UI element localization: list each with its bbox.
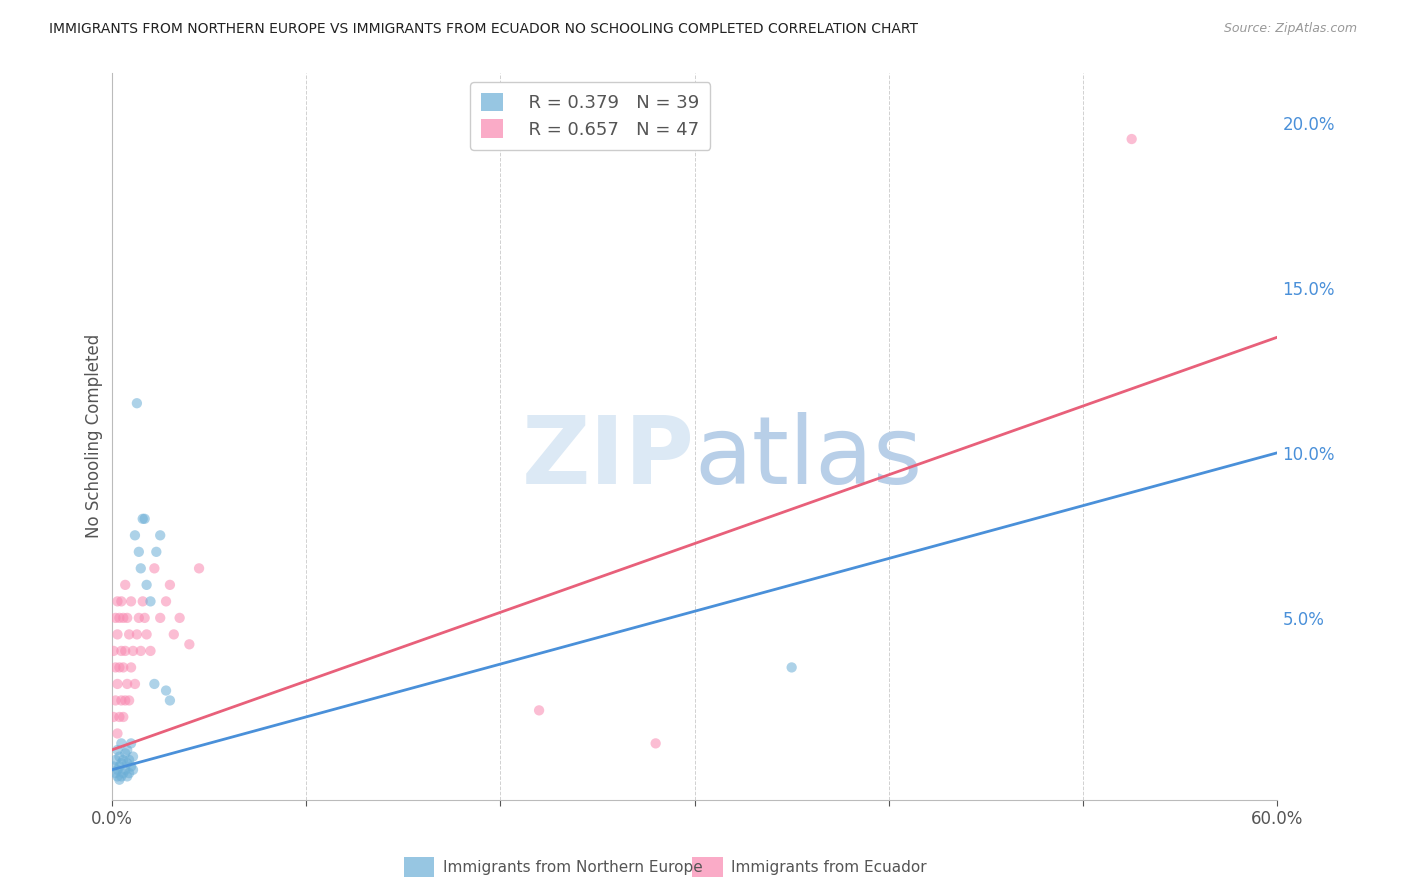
Point (104, 660, 127, 674)
Point (118, 753, 141, 767)
Point (114, 644, 136, 658)
Point (139, 644, 162, 658)
Point (115, 611, 138, 625)
Point (139, 594, 162, 608)
Point (134, 611, 156, 625)
Point (163, 627, 186, 641)
Point (143, 677, 166, 691)
Text: Immigrants from Ecuador: Immigrants from Ecuador (731, 861, 927, 875)
Point (120, 759, 142, 773)
Point (115, 677, 138, 691)
Point (122, 763, 145, 777)
Point (124, 528, 146, 542)
Point (1121, 132, 1143, 146)
Point (103, 759, 125, 773)
Point (112, 710, 135, 724)
Point (112, 611, 135, 625)
Point (125, 627, 148, 641)
Text: R = 0.379: R = 0.379 (508, 94, 598, 112)
Point (114, 746, 136, 760)
Point (107, 769, 129, 783)
Point (108, 749, 131, 764)
Point (159, 693, 181, 707)
Point (125, 396, 148, 410)
Point (780, 660, 803, 674)
Point (112, 753, 135, 767)
Point (527, 703, 550, 717)
Point (114, 763, 136, 777)
Point (155, 683, 177, 698)
Point (107, 763, 129, 777)
Point (128, 545, 150, 559)
Point (112, 660, 135, 674)
Point (104, 766, 127, 780)
Point (132, 594, 155, 608)
Point (107, 726, 129, 740)
Point (110, 769, 132, 783)
Point (108, 759, 131, 773)
Point (108, 611, 131, 625)
Text: Source: ZipAtlas.com: Source: ZipAtlas.com (1223, 22, 1357, 36)
Text: N = 47: N = 47 (626, 128, 688, 145)
Point (118, 627, 141, 641)
Point (104, 693, 127, 707)
Text: R = 0.657: R = 0.657 (508, 128, 598, 145)
Point (107, 627, 129, 641)
Point (149, 528, 172, 542)
Point (188, 561, 211, 575)
Point (134, 512, 156, 526)
Point (107, 677, 129, 691)
Point (155, 594, 177, 608)
Point (110, 756, 132, 771)
Point (107, 743, 129, 757)
Point (108, 772, 131, 787)
Point (114, 693, 136, 707)
Text: N = 39: N = 39 (626, 94, 688, 112)
Point (122, 749, 145, 764)
Point (104, 753, 127, 767)
Point (143, 561, 166, 575)
Point (108, 660, 131, 674)
Point (110, 736, 132, 750)
Point (122, 644, 145, 658)
Point (135, 627, 157, 641)
Point (110, 693, 132, 707)
Point (120, 736, 142, 750)
Point (169, 611, 191, 625)
Point (114, 578, 136, 592)
Point (129, 561, 152, 575)
Point (120, 594, 142, 608)
Point (159, 578, 181, 592)
Point (135, 578, 157, 592)
Point (129, 644, 152, 658)
Y-axis label: No Schooling Completed: No Schooling Completed (86, 334, 103, 539)
Point (112, 766, 135, 780)
Point (115, 743, 138, 757)
Text: Immigrants from Northern Europe: Immigrants from Northern Europe (443, 861, 703, 875)
Point (128, 611, 150, 625)
Point (115, 769, 138, 783)
Point (104, 611, 127, 625)
Point (103, 710, 125, 724)
Point (110, 594, 132, 608)
Text: atlas: atlas (695, 412, 922, 504)
Point (118, 766, 141, 780)
Point (107, 594, 129, 608)
Point (120, 660, 142, 674)
Point (108, 710, 131, 724)
Point (118, 693, 141, 707)
Point (179, 637, 201, 651)
Point (103, 644, 125, 658)
Point (110, 644, 132, 658)
Point (132, 512, 155, 526)
Legend:   R = 0.379   N = 39,   R = 0.657   N = 47: R = 0.379 N = 39, R = 0.657 N = 47 (471, 82, 710, 150)
Point (149, 611, 172, 625)
Text: ZIP: ZIP (522, 412, 695, 504)
Text: IMMIGRANTS FROM NORTHERN EUROPE VS IMMIGRANTS FROM ECUADOR NO SCHOOLING COMPLETE: IMMIGRANTS FROM NORTHERN EUROPE VS IMMIG… (49, 22, 918, 37)
Point (115, 756, 138, 771)
Point (145, 545, 167, 559)
Point (644, 736, 666, 750)
Point (124, 677, 146, 691)
